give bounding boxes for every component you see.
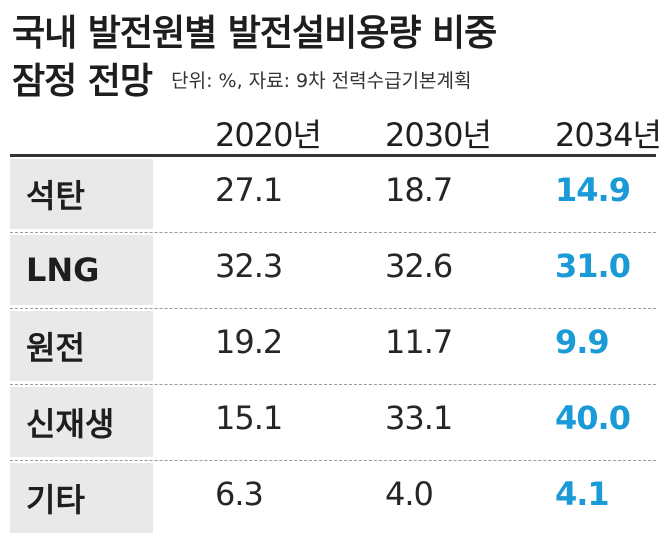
table-header: 2020년 2030년 2034년 [10,110,662,154]
cell-coal-2020: 27.1 [215,171,283,209]
cell-lng-2020: 32.3 [215,247,283,285]
table-row-nuclear: 원전 19.2 11.7 9.9 [10,309,656,385]
table-row-coal: 석탄 27.1 18.7 14.9 [10,157,656,233]
cell-coal-2034: 14.9 [555,171,631,209]
cell-renewable-2020: 15.1 [215,399,283,437]
cell-renewable-2034: 40.0 [555,399,631,437]
cell-other-2030: 4.0 [385,475,434,513]
cell-lng-2030: 32.6 [385,247,453,285]
cell-coal-2030: 18.7 [385,171,453,209]
cell-nuclear-2030: 11.7 [385,323,453,361]
subtitle-row: 잠정 전망 단위: %, 자료: 9차 전력수급기본계획 [12,52,472,104]
row-label-coal: 석탄 [10,159,153,229]
row-label-renewable: 신재생 [10,387,153,457]
unit-source-note: 단위: %, 자료: 9차 전력수급기본계획 [171,70,472,92]
table-row-renewable: 신재생 15.1 33.1 40.0 [10,385,656,461]
chart-subtitle: 잠정 전망 [12,61,153,102]
cell-nuclear-2034: 9.9 [555,323,610,361]
cell-lng-2034: 31.0 [555,247,631,285]
column-header-2030: 2030년 [385,116,492,154]
cell-other-2020: 6.3 [215,475,264,513]
table-body: 석탄 27.1 18.7 14.9 LNG 32.3 32.6 31.0 원전 … [10,157,656,541]
row-label-lng: LNG [10,235,153,305]
cell-renewable-2030: 33.1 [385,399,453,437]
cell-nuclear-2020: 19.2 [215,323,283,361]
column-header-2034: 2034년 [555,116,662,154]
chart-title: 국내 발전원별 발전설비용량 비중 [12,13,497,54]
header-divider [10,154,656,157]
column-header-2020: 2020년 [215,116,322,154]
cell-other-2034: 4.1 [555,475,610,513]
row-label-nuclear: 원전 [10,311,153,381]
row-label-other: 기타 [10,463,153,533]
table-row-other: 기타 6.3 4.0 4.1 [10,461,656,541]
table-row-lng: LNG 32.3 32.6 31.0 [10,233,656,309]
